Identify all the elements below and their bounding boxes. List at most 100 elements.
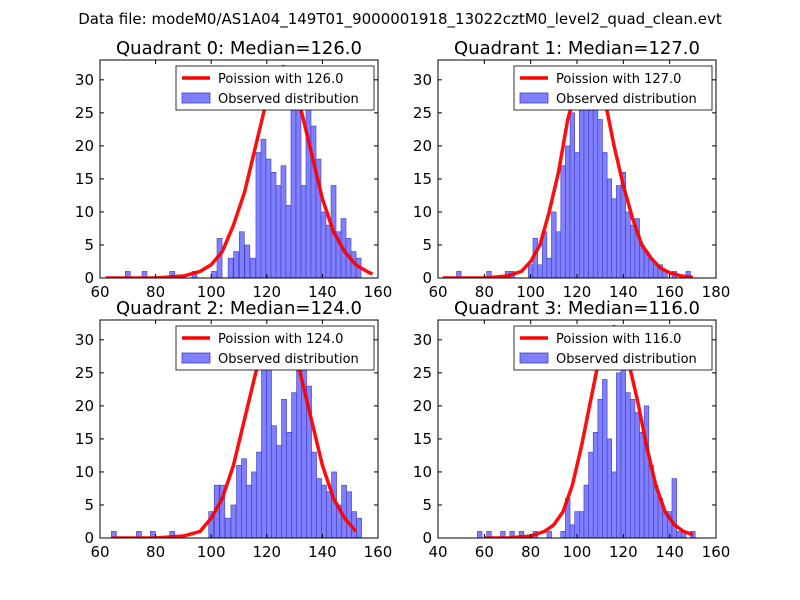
x-tick-label: 140 bbox=[655, 543, 684, 561]
subplot-title: Quadrant 0: Median=126.0 bbox=[116, 38, 362, 59]
x-tick-label: 140 bbox=[609, 283, 638, 301]
x-tick-label: 80 bbox=[146, 543, 165, 561]
x-tick-label: 80 bbox=[521, 543, 540, 561]
histogram-bar bbox=[486, 271, 492, 278]
x-tick-label: 80 bbox=[475, 283, 494, 301]
histogram-bar bbox=[551, 211, 557, 278]
legend: Poission with 116.0 Observed distribution bbox=[513, 325, 713, 371]
histogram-bar bbox=[639, 432, 645, 538]
histogram-bar bbox=[219, 484, 226, 538]
histogram-bar bbox=[592, 432, 599, 538]
x-tick-label: 60 bbox=[428, 283, 447, 301]
y-tick-label: 20 bbox=[413, 397, 432, 415]
histogram-bar bbox=[643, 405, 650, 538]
histogram-bar bbox=[611, 198, 617, 278]
histogram-bar bbox=[124, 271, 131, 278]
y-tick-label: 5 bbox=[84, 236, 94, 254]
histogram-bar bbox=[602, 152, 608, 278]
legend-observed-label: Observed distribution bbox=[218, 352, 359, 367]
axes-frame bbox=[99, 59, 379, 279]
bars bbox=[477, 326, 696, 538]
histogram-bar bbox=[286, 432, 292, 538]
legend-observed-label: Observed distribution bbox=[556, 352, 697, 367]
x-tick-label: 100 bbox=[516, 283, 545, 301]
subplot-title: Quadrant 1: Median=127.0 bbox=[454, 38, 700, 59]
histogram-bar bbox=[588, 99, 594, 278]
x-tick-label: 100 bbox=[197, 283, 226, 301]
histogram-bar bbox=[546, 257, 552, 278]
histogram-bar bbox=[295, 86, 302, 278]
y-tick-label: 25 bbox=[75, 364, 94, 382]
histogram-bar bbox=[276, 445, 282, 538]
x-tick-label: 160 bbox=[702, 543, 731, 561]
y-tick-label: 15 bbox=[75, 430, 94, 448]
y-tick-label: 30 bbox=[75, 331, 94, 349]
x-tick-label: 60 bbox=[90, 283, 109, 301]
histogram-bar bbox=[634, 412, 640, 538]
histogram-bar bbox=[251, 471, 257, 538]
x-tick-label: 100 bbox=[197, 543, 226, 561]
x-tick-label: 120 bbox=[252, 283, 281, 301]
legend: Poission with 126.0 Observed distribution bbox=[175, 65, 375, 111]
legend: Poission with 127.0 Observed distribution bbox=[513, 65, 713, 111]
histogram-bar bbox=[606, 178, 613, 278]
histogram-bar bbox=[560, 531, 566, 538]
histogram-bar bbox=[296, 365, 302, 538]
histogram-bar bbox=[606, 438, 613, 538]
axes-frame bbox=[99, 319, 379, 539]
subplot-3: 40 60 80 100 120 140 160 0 5 10 15 20 25 30 Quadrant 3… bbox=[413, 298, 730, 561]
legend-poisson-label: Poission with 124.0 bbox=[218, 332, 343, 347]
y-tick-label: 0 bbox=[422, 529, 432, 547]
x-tick-label: 60 bbox=[90, 543, 109, 561]
legend-bar-swatch bbox=[181, 352, 211, 364]
histogram-bar bbox=[250, 257, 256, 278]
histogram-bar bbox=[685, 271, 691, 278]
histogram-bar bbox=[270, 172, 277, 278]
histogram-bar bbox=[256, 451, 262, 538]
x-tick-label: 120 bbox=[252, 543, 281, 561]
y-tick-label: 10 bbox=[413, 463, 432, 481]
histogram-bar bbox=[356, 517, 362, 538]
subplot-0: 60 80 100 120 140 160 0 5 10 15 20 25 30 Quadrant 0: … bbox=[75, 38, 392, 301]
x-tick-label: 40 bbox=[428, 543, 447, 561]
histogram-bar bbox=[246, 484, 252, 538]
histogram-bar bbox=[291, 392, 297, 538]
histogram-bar bbox=[321, 484, 327, 538]
histogram-bar bbox=[280, 165, 287, 278]
histogram-bar bbox=[569, 524, 575, 538]
histogram-bar bbox=[265, 158, 272, 278]
histogram-bar bbox=[311, 451, 317, 538]
histogram-bar bbox=[477, 531, 483, 538]
y-tick-label: 5 bbox=[84, 496, 94, 514]
legend-bar-swatch bbox=[181, 92, 211, 104]
y-tick-label: 30 bbox=[413, 71, 432, 89]
y-tick-label: 15 bbox=[413, 170, 432, 188]
histogram-bar bbox=[316, 478, 322, 538]
subplot-2: 60 80 100 120 140 160 0 5 10 15 20 25 30 Quadrant 2: … bbox=[75, 298, 392, 561]
legend-poisson-label: Poission with 127.0 bbox=[556, 72, 681, 87]
y-tick-label: 15 bbox=[75, 170, 94, 188]
histogram-bar bbox=[260, 138, 267, 278]
histogram-bar bbox=[625, 392, 631, 538]
histogram-bar bbox=[579, 511, 585, 538]
histogram-bar bbox=[456, 271, 462, 278]
subplots: 60 80 100 120 140 160 0 5 10 15 20 25 30 Quadrant 0: … bbox=[75, 38, 730, 561]
histogram-bar bbox=[579, 86, 585, 278]
histogram-bar bbox=[592, 86, 599, 278]
subplot-1: 60 80 100 120 140 160 180 0 5 10 15 20 25 30 Quadrant … bbox=[413, 38, 730, 301]
histogram-bar bbox=[266, 359, 272, 538]
y-tick-label: 25 bbox=[413, 104, 432, 122]
histogram-bar bbox=[537, 264, 543, 278]
histogram-bar bbox=[565, 145, 571, 278]
y-tick-label: 25 bbox=[413, 364, 432, 382]
x-tick-label: 80 bbox=[146, 283, 165, 301]
x-tick-label: 120 bbox=[609, 543, 638, 561]
bars bbox=[111, 352, 362, 538]
histogram-bar bbox=[597, 398, 603, 538]
y-tick-label: 10 bbox=[75, 463, 94, 481]
y-tick-label: 15 bbox=[413, 430, 432, 448]
x-tick-label: 120 bbox=[563, 283, 592, 301]
histogram-bar bbox=[233, 251, 240, 278]
histogram-bar bbox=[569, 112, 575, 278]
legend-bar-swatch bbox=[519, 92, 549, 104]
